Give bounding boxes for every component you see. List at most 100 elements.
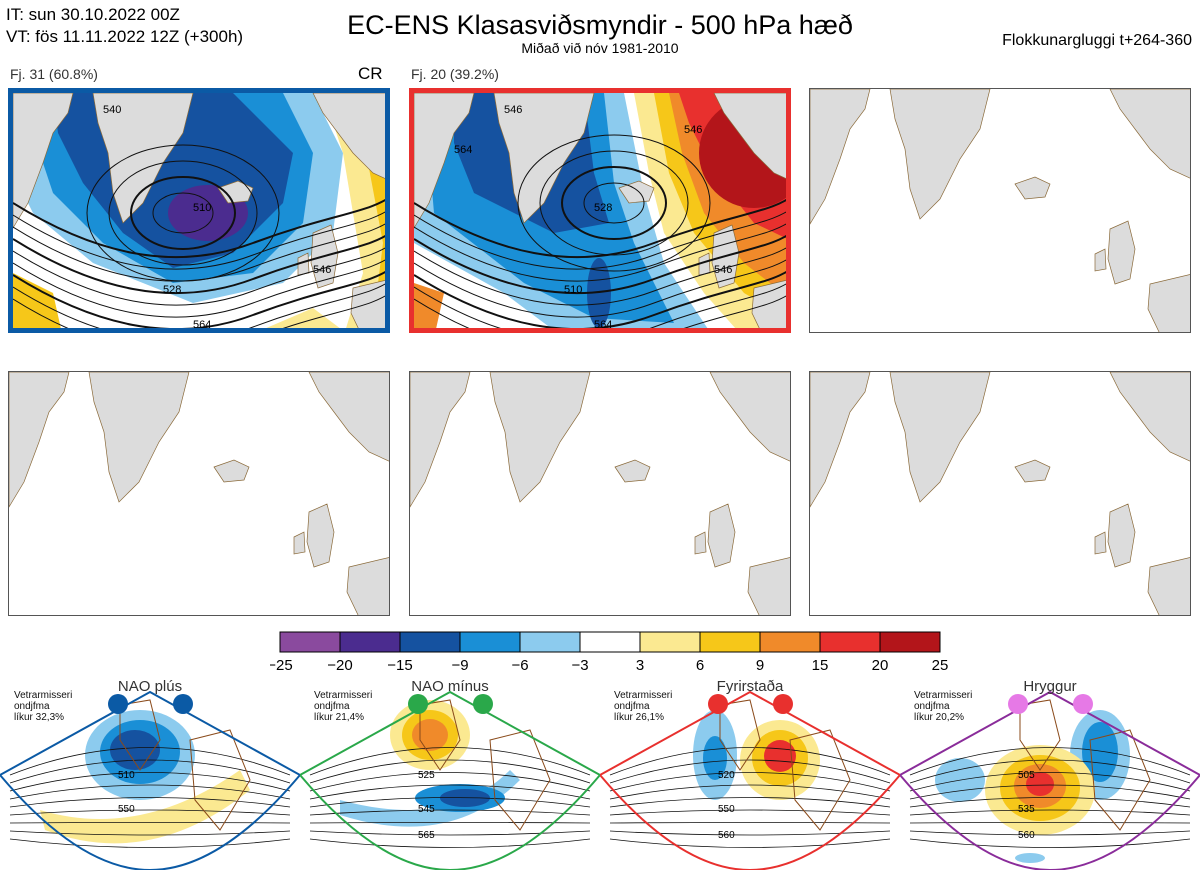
- regime-info-line: Vetrarmisseri: [914, 690, 973, 701]
- regime-title: Fyrirstaða: [716, 678, 784, 695]
- regime-info-line: líkur 21,4%: [314, 712, 365, 723]
- colorbar-tick: 25: [932, 657, 949, 674]
- map-canvas: [810, 372, 1190, 615]
- regime-map-4: 505 535 560: [900, 690, 1200, 870]
- regime-map-3: 520 550 560: [600, 690, 900, 870]
- contour-label: 510: [118, 770, 135, 781]
- cluster-panel-2: 546 528 510 546 564 564 546: [409, 88, 791, 333]
- contour-label: 564: [594, 319, 612, 331]
- contour-label: 564: [454, 144, 472, 156]
- contour-label: 546: [504, 104, 522, 116]
- colorbar-tick: 20: [872, 657, 889, 674]
- colorbar-segment: [579, 631, 641, 653]
- colorbar-segment: [279, 631, 341, 653]
- colorbar-segment: [879, 631, 941, 653]
- representative-tag: CR: [358, 64, 383, 83]
- valid-time: VT: fös 11.11.2022 12Z (+300h): [6, 27, 244, 46]
- colorbar-tick: −15: [387, 657, 412, 674]
- map-canvas: [410, 372, 790, 615]
- regime-marker-dot: [773, 694, 793, 714]
- regime-info: Vetrarmisseri ondjfma líkur 21,4%: [314, 690, 372, 723]
- colorbar-segment: [819, 631, 881, 653]
- init-time: IT: sun 30.10.2022 00Z: [6, 5, 180, 24]
- regime-info: Vetrarmisseri ondjfma líkur 26,1%: [614, 690, 672, 723]
- regime-info: Vetrarmisseri ondjfma líkur 20,2%: [914, 690, 972, 723]
- regime-marker-dot: [1073, 694, 1093, 714]
- cluster-panel-3: [809, 88, 1191, 333]
- cluster-panel-5: [409, 371, 791, 616]
- map-canvas: [810, 89, 1190, 332]
- colorbar-segment: [759, 631, 821, 653]
- cluster-panel-6: [809, 371, 1191, 616]
- regime-marker-dot: [108, 694, 128, 714]
- regime-info-line: ondjfma: [14, 701, 50, 712]
- contour-label: 528: [594, 202, 612, 214]
- page-title: EC-ENS Klasasviðsmyndir - 500 hPa hæð: [347, 10, 853, 40]
- contour-label: 560: [718, 830, 735, 841]
- regime-title: NAO plús: [117, 678, 183, 695]
- contour-label: 550: [118, 804, 135, 815]
- map-canvas: [9, 372, 389, 615]
- header-run-info: IT: sun 30.10.2022 00Z VT: fös 11.11.202…: [6, 4, 243, 48]
- contour-label: 546: [714, 264, 732, 276]
- page-subtitle: Miðað við nóv 1981-2010: [521, 40, 679, 56]
- contour-label: 528: [163, 284, 181, 296]
- regime-info-line: líkur 32,3%: [14, 712, 65, 723]
- regime-info: Vetrarmisseri ondjfma líkur 32,3%: [14, 690, 72, 723]
- contour-label: 540: [103, 104, 121, 116]
- classification-window: Flokkunargluggi t+264-360: [1002, 32, 1192, 49]
- contour-label: 545: [418, 804, 435, 815]
- regime-info-line: Vetrarmisseri: [314, 690, 373, 701]
- contour-label: 560: [1018, 830, 1035, 841]
- contour-label: 535: [1018, 804, 1035, 815]
- contour-label: 510: [564, 284, 582, 296]
- regime-info-line: Vetrarmisseri: [614, 690, 673, 701]
- map-canvas: 540 510 528 546 564: [13, 93, 385, 331]
- cluster-label: Fj. 31 (60.8%): [10, 66, 98, 82]
- contour-label: 565: [418, 830, 435, 841]
- regime-marker-dot: [1008, 694, 1028, 714]
- colorbar-tick: 9: [756, 657, 764, 674]
- cluster-panel-1: 540 510 528 546 564: [8, 88, 390, 333]
- map-canvas: 546 528 510 546 564 564 546: [414, 93, 786, 331]
- regime-title: NAO mínus: [411, 678, 489, 695]
- colorbar-tick: 15: [812, 657, 829, 674]
- regime-info-line: Vetrarmisseri: [14, 690, 73, 701]
- contour-label: 550: [718, 804, 735, 815]
- regime-marker-dot: [708, 694, 728, 714]
- contour-label: 520: [718, 770, 735, 781]
- colorbar-tick: −20: [327, 657, 352, 674]
- regime-info-line: ondjfma: [314, 701, 350, 712]
- regime-info-line: líkur 20,2%: [914, 712, 965, 723]
- colorbar-tick: −25: [270, 657, 293, 674]
- regime-marker-dot: [173, 694, 193, 714]
- colorbar-tick: −6: [511, 657, 528, 674]
- colorbar-segment: [639, 631, 701, 653]
- regime-map-1: 510 550: [0, 690, 300, 870]
- regime-info-line: ondjfma: [614, 701, 650, 712]
- regime-title: Hryggur: [1023, 678, 1077, 695]
- regime-info-line: líkur 26,1%: [614, 712, 665, 723]
- colorbar-segment: [399, 631, 461, 653]
- colorbar-tick: −9: [451, 657, 468, 674]
- contour-label: 525: [418, 770, 435, 781]
- colorbar-segment: [459, 631, 521, 653]
- cluster-panel-4: [8, 371, 390, 616]
- regime-map-2: 525 545 565: [300, 690, 600, 870]
- colorbar-segment: [699, 631, 761, 653]
- regime-marker-dot: [408, 694, 428, 714]
- colorbar-tick: 6: [696, 657, 704, 674]
- colorbar-segment: [519, 631, 581, 653]
- contour-label: 510: [193, 202, 211, 214]
- contour-label: 546: [313, 264, 331, 276]
- contour-label: 546: [684, 124, 702, 136]
- anomaly-colorbar: −25 −20 −15 −9 −6 −3 3 6 9 15 20 25: [270, 631, 949, 674]
- colorbar-segment: [339, 631, 401, 653]
- regime-marker-dot: [473, 694, 493, 714]
- colorbar-tick: −3: [571, 657, 588, 674]
- regime-info-line: ondjfma: [914, 701, 950, 712]
- colorbar-tick: 3: [636, 657, 644, 674]
- contour-label: 564: [193, 319, 211, 331]
- cluster-label: Fj. 20 (39.2%): [411, 66, 499, 82]
- contour-label: 505: [1018, 770, 1035, 781]
